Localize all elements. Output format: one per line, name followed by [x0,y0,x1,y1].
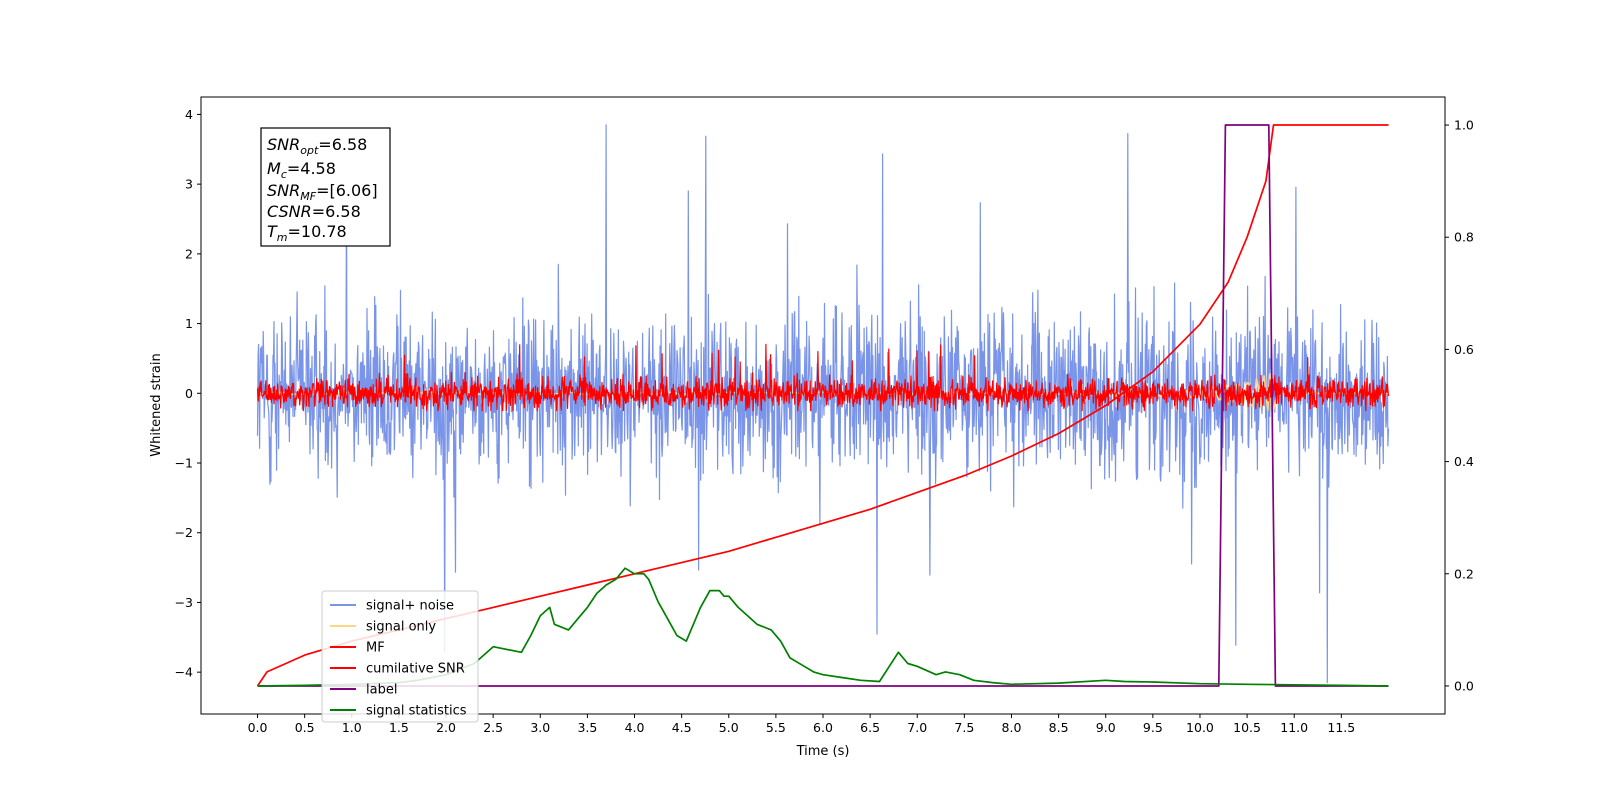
x-tick-label: 9.5 [1143,720,1163,735]
annotation-box: SNRopt=6.58 Mc=4.58 SNRMF=[6.06] CSNR=6.… [260,127,391,247]
x-tick-label: 6.5 [860,720,880,735]
x-tick-label: 10.0 [1186,720,1214,735]
x-tick-label: 3.0 [530,720,550,735]
x-tick-label: 2.5 [483,720,503,735]
y-tick-label: −3 [175,595,193,610]
annotation-snr-opt: SNRopt=6.58 [267,135,367,157]
y-tick-label: −4 [175,665,193,680]
legend-label-cumilative-snr: cumilative SNR [366,662,465,677]
y-tick-label: 1 [185,316,193,331]
x-tick-label: 9.0 [1096,720,1116,735]
annotation-tm: Tm=10.78 [267,222,347,244]
y-tick-label: −2 [175,525,193,540]
x-tick-label: 0.5 [295,720,315,735]
y-axis-label: Whitened strain [149,353,164,456]
x-tick-label: 1.0 [342,720,362,735]
annotation-border [260,127,391,247]
x-tick-label: 0.0 [248,720,268,735]
x-tick-label: 8.5 [1049,720,1069,735]
legend: signal+ noise signal only MF cumilative SNR… [321,590,479,723]
x-tick-label: 6.0 [813,720,833,735]
legend-label-label: label [366,683,397,698]
x-tick-label: 5.5 [766,720,786,735]
label-line [257,124,1389,687]
x-tick-label: 4.0 [625,720,645,735]
y2-tick-label: 0.6 [1454,342,1474,357]
legend-label-signal-noise: signal+ noise [366,599,454,614]
y-tick-label: 3 [185,177,193,192]
x-tick-label: 2.0 [436,720,456,735]
x-tick-label: 5.0 [719,720,739,735]
x-tick-label: 3.5 [577,720,597,735]
annotation-snr-mf: SNRMF=[6.06] [267,181,378,203]
y-tick-label: 0 [185,386,193,401]
x-tick-label: 1.5 [389,720,409,735]
y2-tick-label: 0.8 [1454,230,1474,245]
annotation-csnr: CSNR=6.58 [267,202,361,221]
legend-label-signal-only: signal only [366,620,436,635]
x-tick-label: 11.0 [1280,720,1308,735]
y2-tick-label: 0.0 [1454,678,1474,693]
y-tick-label: 2 [185,246,193,261]
mf-line [256,343,1390,412]
y-tick-label: 4 [185,107,193,122]
x-tick-label: 7.0 [907,720,927,735]
y2-tick-label: 0.4 [1454,454,1474,469]
legend-frame [321,590,479,723]
x-tick-label: 11.5 [1327,720,1355,735]
y2-tick-label: 1.0 [1454,118,1474,133]
x-tick-label: 4.5 [672,720,692,735]
annotation-mc: Mc=4.58 [267,159,336,181]
y-tick-label: −1 [175,456,193,471]
y2-tick-label: 0.2 [1454,566,1474,581]
x-tick-label: 7.5 [954,720,974,735]
x-tick-label: 10.5 [1233,720,1261,735]
x-axis-label: Time (s) [796,744,850,759]
x-tick-label: 8.0 [1002,720,1022,735]
legend-label-mf: MF [366,641,385,656]
signal-statistics-line [257,567,1389,687]
legend-label-signal-statistics: signal statistics [366,704,467,719]
